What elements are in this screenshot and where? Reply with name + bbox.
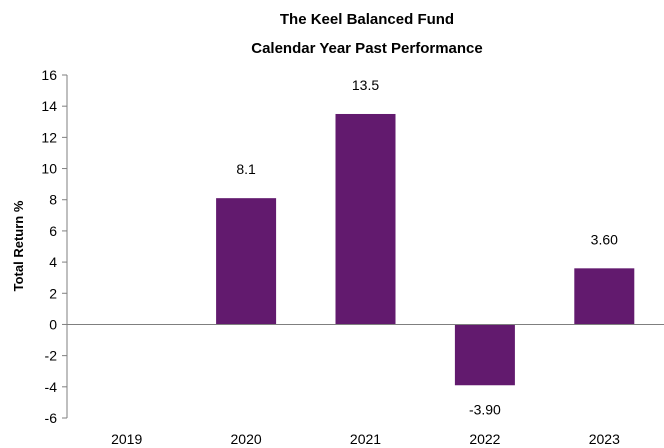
y-tick-label: 4 xyxy=(49,254,57,270)
bar-2022 xyxy=(454,324,515,386)
chart-title: The Keel Balanced Fund xyxy=(280,11,454,28)
y-tick-label: -2 xyxy=(45,348,58,364)
plot-area: 16 14 12 10 8 6 4 2 0 -2 -4 -6 2019 8.1 2020 13.5 2021 -3… xyxy=(41,67,664,447)
data-label-2023: 3.60 xyxy=(591,231,618,247)
y-axis-label: Total Return % xyxy=(11,200,26,291)
x-tick-label-2019: 2019 xyxy=(111,431,142,447)
y-tick-label: -6 xyxy=(45,410,58,426)
x-tick-label-2022: 2022 xyxy=(469,431,500,447)
data-label-2020: 8.1 xyxy=(236,161,256,177)
bar-2023 xyxy=(574,268,635,325)
y-tick-label: 8 xyxy=(49,192,57,208)
x-tick-label-2020: 2020 xyxy=(231,431,262,447)
y-tick-label: 2 xyxy=(49,285,57,301)
y-tick-label: 12 xyxy=(41,129,57,145)
y-tick-label: 6 xyxy=(49,223,57,239)
x-tick-label-2023: 2023 xyxy=(589,431,620,447)
y-tick-label: 10 xyxy=(41,161,57,177)
data-label-2022: -3.90 xyxy=(469,401,501,417)
y-tick-label: 0 xyxy=(49,316,57,332)
bar-2021 xyxy=(335,113,396,325)
x-tick-label-2021: 2021 xyxy=(350,431,381,447)
y-tick-label: -4 xyxy=(45,379,58,395)
y-tick-label: 16 xyxy=(41,67,57,83)
bar-2020 xyxy=(216,198,277,325)
y-tick-label: 14 xyxy=(41,98,57,114)
chart-subtitle: Calendar Year Past Performance xyxy=(251,40,483,57)
data-label-2021: 13.5 xyxy=(352,77,379,93)
